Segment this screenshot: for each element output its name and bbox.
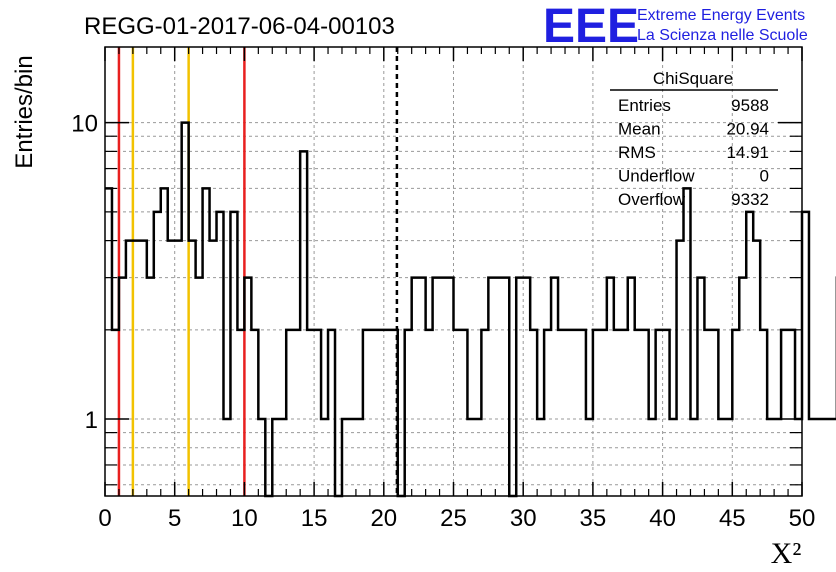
x-tick-label: 20 <box>370 505 397 532</box>
x-tick-label: 30 <box>510 505 537 532</box>
stats-value: 20.94 <box>726 120 769 139</box>
stats-label: Underflow <box>618 167 695 186</box>
x-tick-label: 40 <box>649 505 676 532</box>
stats-box: ChiSquare Entries 9588 Mean 20.94 RMS 14.91 Un… <box>610 69 778 209</box>
x-tick-label: 45 <box>719 505 746 532</box>
x-tick-label: 5 <box>168 505 181 532</box>
eee-logo: EEE Extreme Energy Events La Scienza nel… <box>543 0 808 53</box>
y-tick-label: 1 <box>85 407 98 434</box>
stats-label: RMS <box>618 143 656 162</box>
stats-label: Overflow <box>618 190 686 209</box>
x-tick-label: 50 <box>789 505 816 532</box>
stats-label: Entries <box>618 96 671 115</box>
logo-line-1: Extreme Energy Events <box>637 7 805 24</box>
x-tick-label: 15 <box>301 505 328 532</box>
grid-lines <box>105 47 802 496</box>
stats-value: 0 <box>760 167 769 186</box>
x-axis-label: X² <box>771 537 802 570</box>
stats-value: 9588 <box>731 96 769 115</box>
x-tick-label: 35 <box>580 505 607 532</box>
stats-title: ChiSquare <box>653 69 733 88</box>
x-tick-label: 10 <box>231 505 258 532</box>
stats-value: 14.91 <box>726 143 769 162</box>
histogram-series <box>105 121 836 498</box>
axis-ticks: 0 5 10 15 20 25 30 35 40 45 50 1 10 <box>71 47 815 532</box>
logo-line-2: La Scienza nelle Scuole <box>637 27 808 44</box>
y-tick-label: 10 <box>71 111 98 138</box>
logo-mark: EEE <box>543 0 639 53</box>
y-axis-label: Entries/bin <box>11 55 38 168</box>
chart-title: REGG-01-2017-06-04-00103 <box>84 13 395 40</box>
x-tick-label: 0 <box>98 505 111 532</box>
stats-label: Mean <box>618 120 661 139</box>
stats-value: 9332 <box>731 190 769 209</box>
marker-lines <box>117 47 399 496</box>
x-tick-label: 25 <box>440 505 467 532</box>
